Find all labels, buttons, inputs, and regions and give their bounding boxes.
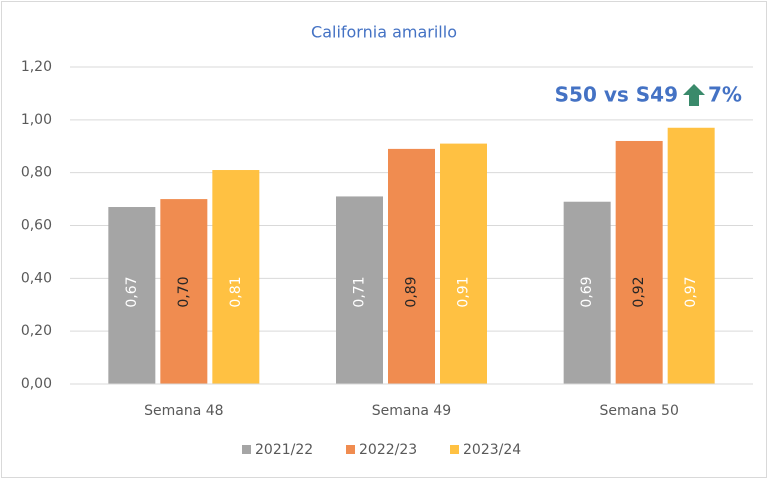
bar	[212, 170, 260, 384]
bar	[563, 201, 611, 384]
data-label: 0,69	[579, 276, 595, 307]
annotation: S50 vs S49	[555, 83, 678, 107]
y-tick-label: 0,60	[21, 218, 52, 234]
legend-label: 2022/23	[359, 442, 417, 458]
y-tick-label: 0,80	[21, 165, 52, 181]
y-tick-label: 1,00	[21, 112, 52, 128]
bar	[615, 140, 663, 384]
legend-swatch	[346, 445, 355, 454]
bar	[108, 207, 156, 384]
x-tick-label: Semana 48	[144, 403, 223, 419]
data-label: 0,71	[352, 276, 368, 307]
data-label: 0,89	[404, 276, 420, 307]
legend-swatch	[450, 445, 459, 454]
y-tick-label: 0,40	[21, 270, 52, 286]
x-tick-label: Semana 49	[372, 403, 451, 419]
x-tick-label: Semana 50	[599, 403, 678, 419]
legend-label: 2021/22	[255, 442, 313, 458]
data-label: 0,91	[456, 276, 472, 307]
annotation: 7%	[708, 83, 742, 107]
bar	[388, 148, 435, 384]
bar	[440, 143, 487, 384]
y-tick-label: 1,20	[21, 59, 52, 75]
y-tick-label: 0,00	[21, 376, 52, 392]
legend-swatch	[242, 445, 251, 454]
data-label: 0,92	[631, 276, 647, 307]
y-tick-label: 0,20	[21, 323, 52, 339]
arrow-up-icon	[683, 84, 705, 106]
data-label: 0,70	[176, 276, 192, 307]
legend-label: 2023/24	[463, 442, 521, 458]
data-label: 0,81	[228, 276, 244, 307]
data-label: 0,97	[683, 276, 699, 307]
bar	[336, 196, 383, 384]
data-label: 0,67	[124, 276, 140, 307]
bar	[667, 127, 715, 384]
bar	[160, 199, 208, 384]
chart-title: California amarillo	[311, 23, 457, 42]
